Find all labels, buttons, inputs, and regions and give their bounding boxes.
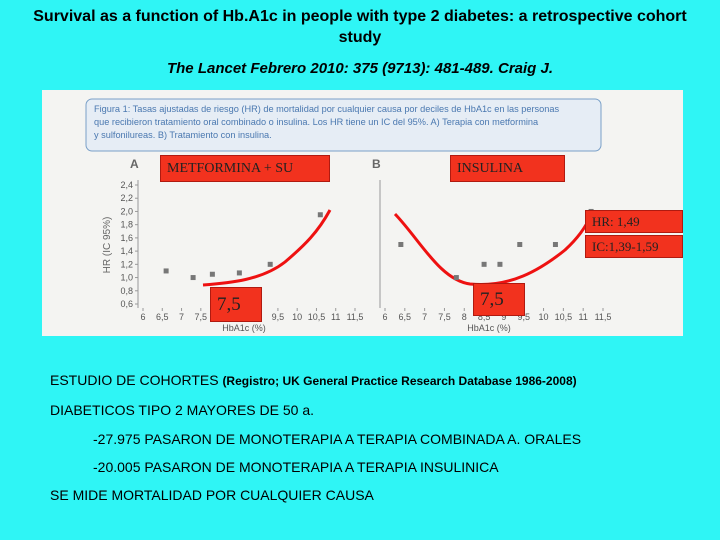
panel-label: A <box>130 157 139 171</box>
body-line: DIABETICOS TIPO 2 MAYORES DE 50 a. <box>50 402 315 418</box>
body-line: -27.975 PASARON DE MONOTERAPIA A TERAPIA… <box>93 431 582 447</box>
x-tick-label: 10,5 <box>308 312 326 322</box>
slide-title: Survival as a function of Hb.A1c in peop… <box>33 8 687 46</box>
x-tick-label: 9,5 <box>517 312 530 322</box>
data-point <box>190 275 196 281</box>
y-tick-label: 0,8 <box>120 286 133 296</box>
x-tick-label: 9 <box>501 312 506 322</box>
label-box: HR: 1,49 <box>585 210 683 233</box>
x-axis-label: HbA1c (%) <box>467 323 511 333</box>
y-tick-label: 2,2 <box>120 193 133 203</box>
caption-line: y sulfonilureas. B) Tratamiento con insu… <box>94 130 272 140</box>
x-axis-label: HbA1c (%) <box>222 323 266 333</box>
data-point <box>163 268 169 274</box>
data-point <box>209 271 215 277</box>
x-tick-label: 6,5 <box>399 312 412 322</box>
data-point <box>552 242 558 247</box>
x-tick-label: 7 <box>422 312 427 322</box>
y-tick-label: 2,0 <box>120 206 133 216</box>
x-tick-label: 6 <box>140 312 145 322</box>
x-tick-label: 11 <box>579 312 588 322</box>
x-tick-label: 11,5 <box>595 312 612 322</box>
data-point <box>497 261 503 267</box>
threshold-box: 7,5 <box>210 287 262 322</box>
y-tick-label: 1,0 <box>120 273 133 283</box>
x-tick-label: 7,5 <box>195 312 208 322</box>
x-tick-label: 10 <box>539 312 549 322</box>
y-tick-label: 1,8 <box>120 220 133 230</box>
y-tick-label: 1,6 <box>120 233 133 243</box>
label-box: INSULINA <box>450 155 565 182</box>
caption-box <box>85 98 602 152</box>
x-tick-label: 7,5 <box>438 312 451 322</box>
data-point <box>517 242 523 247</box>
x-tick-label: 7 <box>179 312 184 322</box>
data-point <box>317 212 323 218</box>
x-tick-label: 6,5 <box>156 312 169 322</box>
y-tick-label: 1,2 <box>120 259 133 269</box>
x-tick-label: 11 <box>331 312 340 322</box>
data-point <box>398 242 404 247</box>
body-line: ESTUDIO DE COHORTES (Registro; UK Genera… <box>50 372 577 388</box>
x-tick-label: 6 <box>382 312 387 322</box>
body-line: -20.005 PASARON DE MONOTERAPIA A TERAPIA… <box>93 459 499 475</box>
panel-label: B <box>372 157 381 171</box>
body-text: (Registro; UK General Practice Research … <box>222 374 577 388</box>
threshold-box: 7,5 <box>473 283 525 316</box>
x-tick-label: 10 <box>292 312 302 322</box>
x-tick-label: 10,5 <box>555 312 573 322</box>
data-point <box>453 275 459 281</box>
annotation-curve <box>393 212 594 287</box>
x-tick-label: 8 <box>462 312 467 322</box>
y-tick-label: 1,4 <box>120 246 133 256</box>
annotation-curve <box>202 209 332 287</box>
data-point <box>267 261 273 267</box>
x-tick-label: 11,5 <box>347 312 364 322</box>
caption-line: que recibieron tratamiento oral combinad… <box>94 117 539 127</box>
citation: The Lancet Febrero 2010: 375 (9713): 481… <box>166 60 553 77</box>
body-text: ESTUDIO DE COHORTES <box>50 372 219 388</box>
y-axis-label: HR (IC 95%) <box>102 217 113 274</box>
x-tick-label: 8,5 <box>478 312 491 322</box>
caption-line: Figura 1: Tasas ajustadas de riesgo (HR)… <box>94 104 559 114</box>
y-tick-label: 2,4 <box>120 180 133 190</box>
label-box: METFORMINA + SU <box>160 155 330 182</box>
y-tick-label: 0,6 <box>120 299 133 309</box>
body-line: SE MIDE MORTALIDAD POR CUALQUIER CAUSA <box>50 487 374 503</box>
data-point <box>481 261 487 267</box>
x-tick-label: 9,5 <box>272 312 285 322</box>
label-box: IC:1,39-1,59 <box>585 235 683 258</box>
data-point <box>236 270 242 276</box>
